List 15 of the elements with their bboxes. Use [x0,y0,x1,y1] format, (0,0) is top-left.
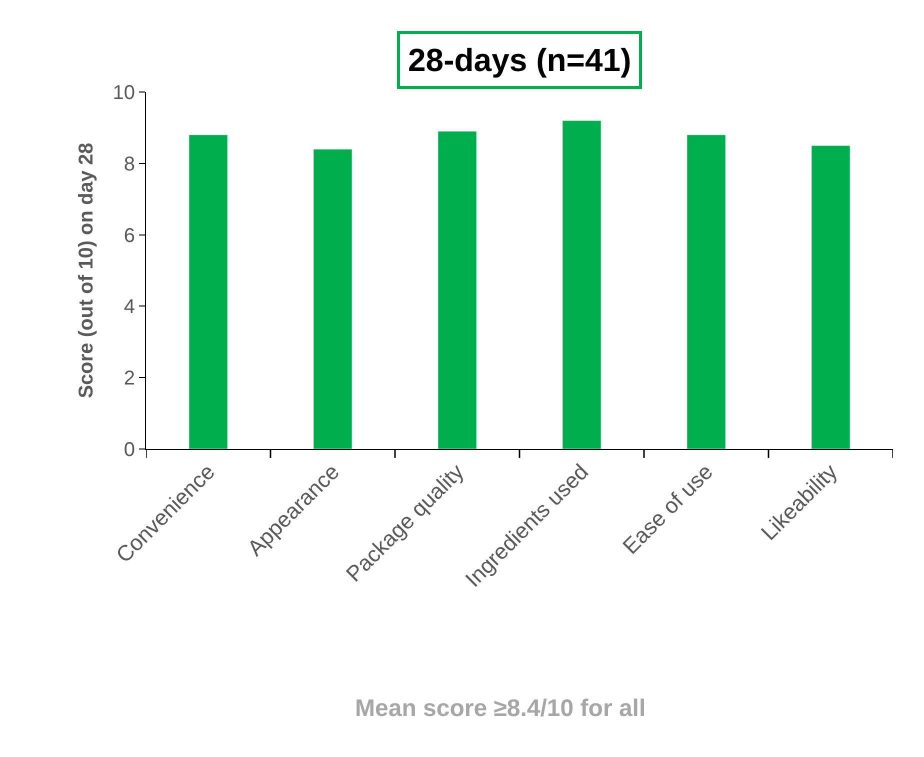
y-tick-label: 0 [124,439,135,461]
y-tick-label: 8 [124,153,135,176]
y-tick-label: 6 [124,224,135,247]
bar [686,134,726,449]
bar [811,145,850,449]
text: Mean score ≥8.4/10 for all [355,695,646,722]
chart-title: 28-days (n=41) [408,42,632,78]
y-tick-label: 2 [124,368,135,390]
y-tick-label: 4 [124,296,135,318]
bar [562,120,602,449]
y-axis-title: Score (out of 10) on day 28 [75,142,98,398]
bar [188,134,228,449]
y-tick-label: 10 [112,82,135,104]
bar [313,148,352,449]
bar [438,131,477,449]
